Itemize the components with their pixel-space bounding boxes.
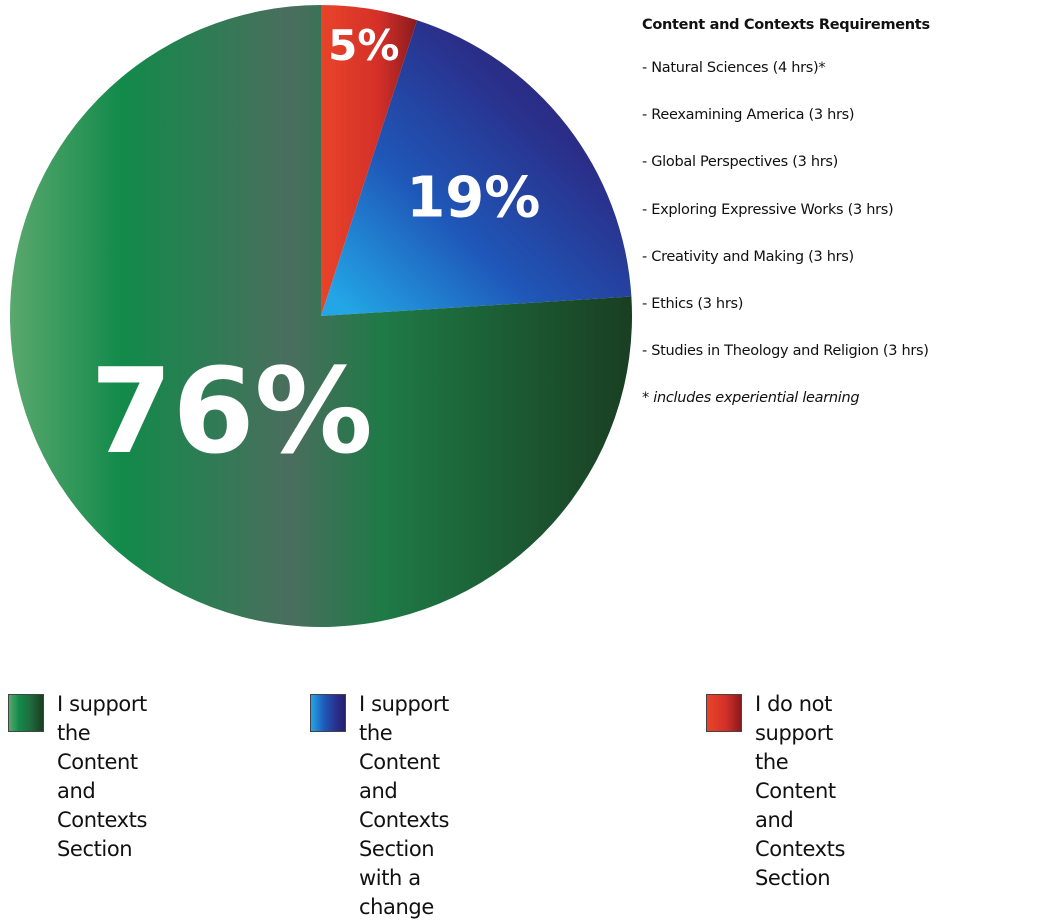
requirements-title: Content and Contexts Requirements xyxy=(642,17,930,33)
requirement-item: - Global Perspectives (3 hrs) xyxy=(642,154,838,171)
pie-chart-svg: 5% 19% 76% xyxy=(9,5,633,627)
legend-swatch-red xyxy=(706,694,742,732)
requirements-list: - Natural Sciences (4 hrs)* - Reexaminin… xyxy=(642,57,1052,387)
legend-label: I do not support the Content and Context… xyxy=(755,690,845,893)
pie-slice-support-with-change xyxy=(321,20,632,316)
requirements-footnote: * includes experiential learning xyxy=(642,390,860,407)
legend-swatch-green xyxy=(8,694,44,732)
chart-legend: I support the Content and Contexts Secti… xyxy=(0,690,1061,919)
pie-slice-support xyxy=(9,5,633,627)
requirement-item: - Creativity and Making (3 hrs) xyxy=(642,248,854,265)
pie-label-support-with-change: 19% xyxy=(406,165,540,230)
legend-label: I support the Content and Contexts Secti… xyxy=(57,690,147,864)
pie-slice-do-not-support xyxy=(321,5,418,316)
requirement-item: - Reexamining America (3 hrs) xyxy=(642,107,855,124)
requirements-panel: Content and Contexts Requirements - Natu… xyxy=(642,14,1052,409)
requirement-item: - Studies in Theology and Religion (3 hr… xyxy=(642,343,929,360)
pie-label-support: 76% xyxy=(90,342,372,480)
legend-label-line: and Contexts Section xyxy=(755,808,846,890)
legend-label-line: I do not support the Content xyxy=(755,692,836,803)
requirement-item: - Natural Sciences (4 hrs)* xyxy=(642,60,826,76)
pie-chart: 5% 19% 76% xyxy=(0,0,660,640)
legend-swatch-blue xyxy=(310,694,346,732)
legend-label-line: and Contexts Section xyxy=(57,779,148,861)
legend-label: I support the Content and Contexts Secti… xyxy=(359,690,449,922)
requirement-item: - Ethics (3 hrs) xyxy=(642,295,744,312)
requirement-item: - Exploring Expressive Works (3 hrs) xyxy=(642,201,894,218)
legend-label-line: Contexts Section with a change xyxy=(359,808,450,919)
legend-label-line: I support the Content and xyxy=(359,692,449,803)
legend-label-line: I support the Content xyxy=(57,692,147,774)
pie-label-do-not-support: 5% xyxy=(328,21,399,70)
